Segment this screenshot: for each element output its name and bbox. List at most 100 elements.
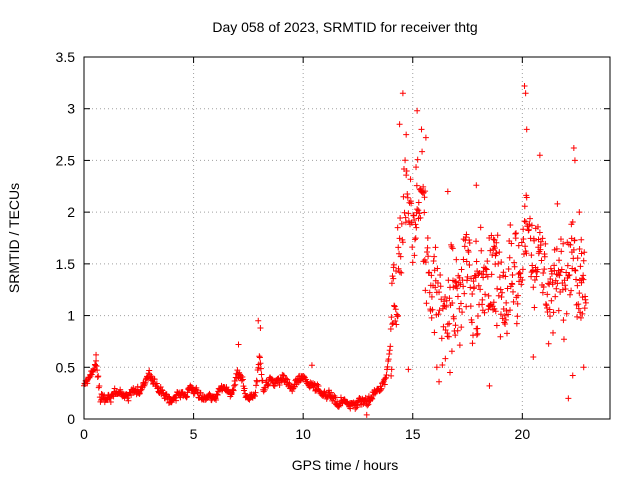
data-point [528, 222, 535, 229]
data-point [503, 307, 510, 314]
chart-title: Day 058 of 2023, SRMTID for receiver tht… [212, 19, 477, 35]
data-point [446, 320, 453, 327]
data-point [539, 289, 546, 296]
data-point [554, 200, 561, 207]
data-point [536, 229, 543, 236]
data-point [523, 126, 530, 133]
data-point [580, 364, 587, 371]
data-point [484, 273, 491, 280]
data-point [223, 384, 230, 391]
data-point [454, 285, 461, 292]
data-point [501, 312, 508, 319]
data-point [519, 277, 526, 284]
data-point [385, 356, 392, 363]
data-point [421, 209, 428, 216]
data-point [582, 299, 589, 306]
data-point [564, 262, 571, 269]
data-point [308, 362, 315, 369]
data-point [553, 271, 560, 278]
data-point [547, 265, 554, 272]
axis-tick-labels: 0 5 10 15 20 0 0.5 1 1.5 2 2.5 3 3.5 [56, 49, 531, 442]
data-point [315, 383, 322, 390]
data-point [530, 353, 537, 360]
data-point [426, 289, 433, 296]
data-point [500, 269, 507, 276]
data-point [254, 378, 261, 385]
data-point [529, 262, 536, 269]
data-point [424, 235, 431, 242]
data-point [563, 269, 570, 276]
data-point [253, 377, 260, 384]
data-point [413, 164, 420, 171]
data-point [566, 271, 573, 278]
data-point [538, 257, 545, 264]
data-point [422, 188, 429, 195]
data-point [518, 239, 525, 246]
axis-ticks [83, 56, 610, 420]
data-point [574, 282, 581, 289]
data-point [390, 261, 397, 268]
data-point [478, 247, 485, 254]
data-point [580, 276, 587, 283]
data-point [540, 284, 547, 291]
data-point [553, 245, 560, 252]
data-point [517, 270, 524, 277]
data-point [231, 378, 238, 385]
data-point [412, 235, 419, 242]
data-point [466, 236, 473, 243]
data-point [437, 271, 444, 278]
data-point [539, 235, 546, 242]
x-tick-label: 15 [405, 426, 421, 442]
data-point [502, 321, 509, 328]
data-point [482, 291, 489, 298]
data-point [493, 322, 500, 329]
data-point [537, 238, 544, 245]
data-point [445, 333, 452, 340]
data-point [576, 245, 583, 252]
data-point [451, 278, 458, 285]
data-point [550, 309, 557, 316]
data-point [556, 257, 563, 264]
data-point [394, 313, 401, 320]
data-point [550, 329, 557, 336]
data-point [581, 249, 588, 256]
data-point [354, 402, 361, 409]
data-point [516, 269, 523, 276]
data-point [453, 282, 460, 289]
data-point [521, 203, 528, 210]
data-point [485, 306, 492, 313]
data-point [457, 300, 464, 307]
data-point [276, 382, 283, 389]
data-point [477, 224, 484, 231]
data-point [409, 259, 416, 266]
data-point [571, 157, 578, 164]
data-point [467, 303, 474, 310]
data-point [449, 299, 456, 306]
data-point [256, 353, 263, 360]
data-point [506, 254, 513, 261]
data-point [493, 239, 500, 246]
data-point [444, 188, 451, 195]
data-point [436, 378, 443, 385]
data-point [497, 333, 504, 340]
data-point [576, 209, 583, 216]
data-point [496, 249, 503, 256]
data-point [508, 240, 515, 247]
data-point [520, 226, 527, 233]
data-point [252, 389, 259, 396]
data-point [230, 387, 237, 394]
data-point [381, 381, 388, 388]
y-tick-label: 0.5 [56, 359, 76, 375]
data-point [522, 243, 529, 250]
data-point [386, 347, 393, 354]
data-point [542, 240, 549, 247]
data-point [504, 285, 511, 292]
data-point [214, 391, 221, 398]
data-point [570, 145, 577, 152]
data-point [423, 249, 430, 256]
data-point [213, 397, 220, 404]
data-point [495, 260, 502, 267]
data-point [460, 283, 467, 290]
data-point [514, 300, 521, 307]
data-point [413, 182, 420, 189]
